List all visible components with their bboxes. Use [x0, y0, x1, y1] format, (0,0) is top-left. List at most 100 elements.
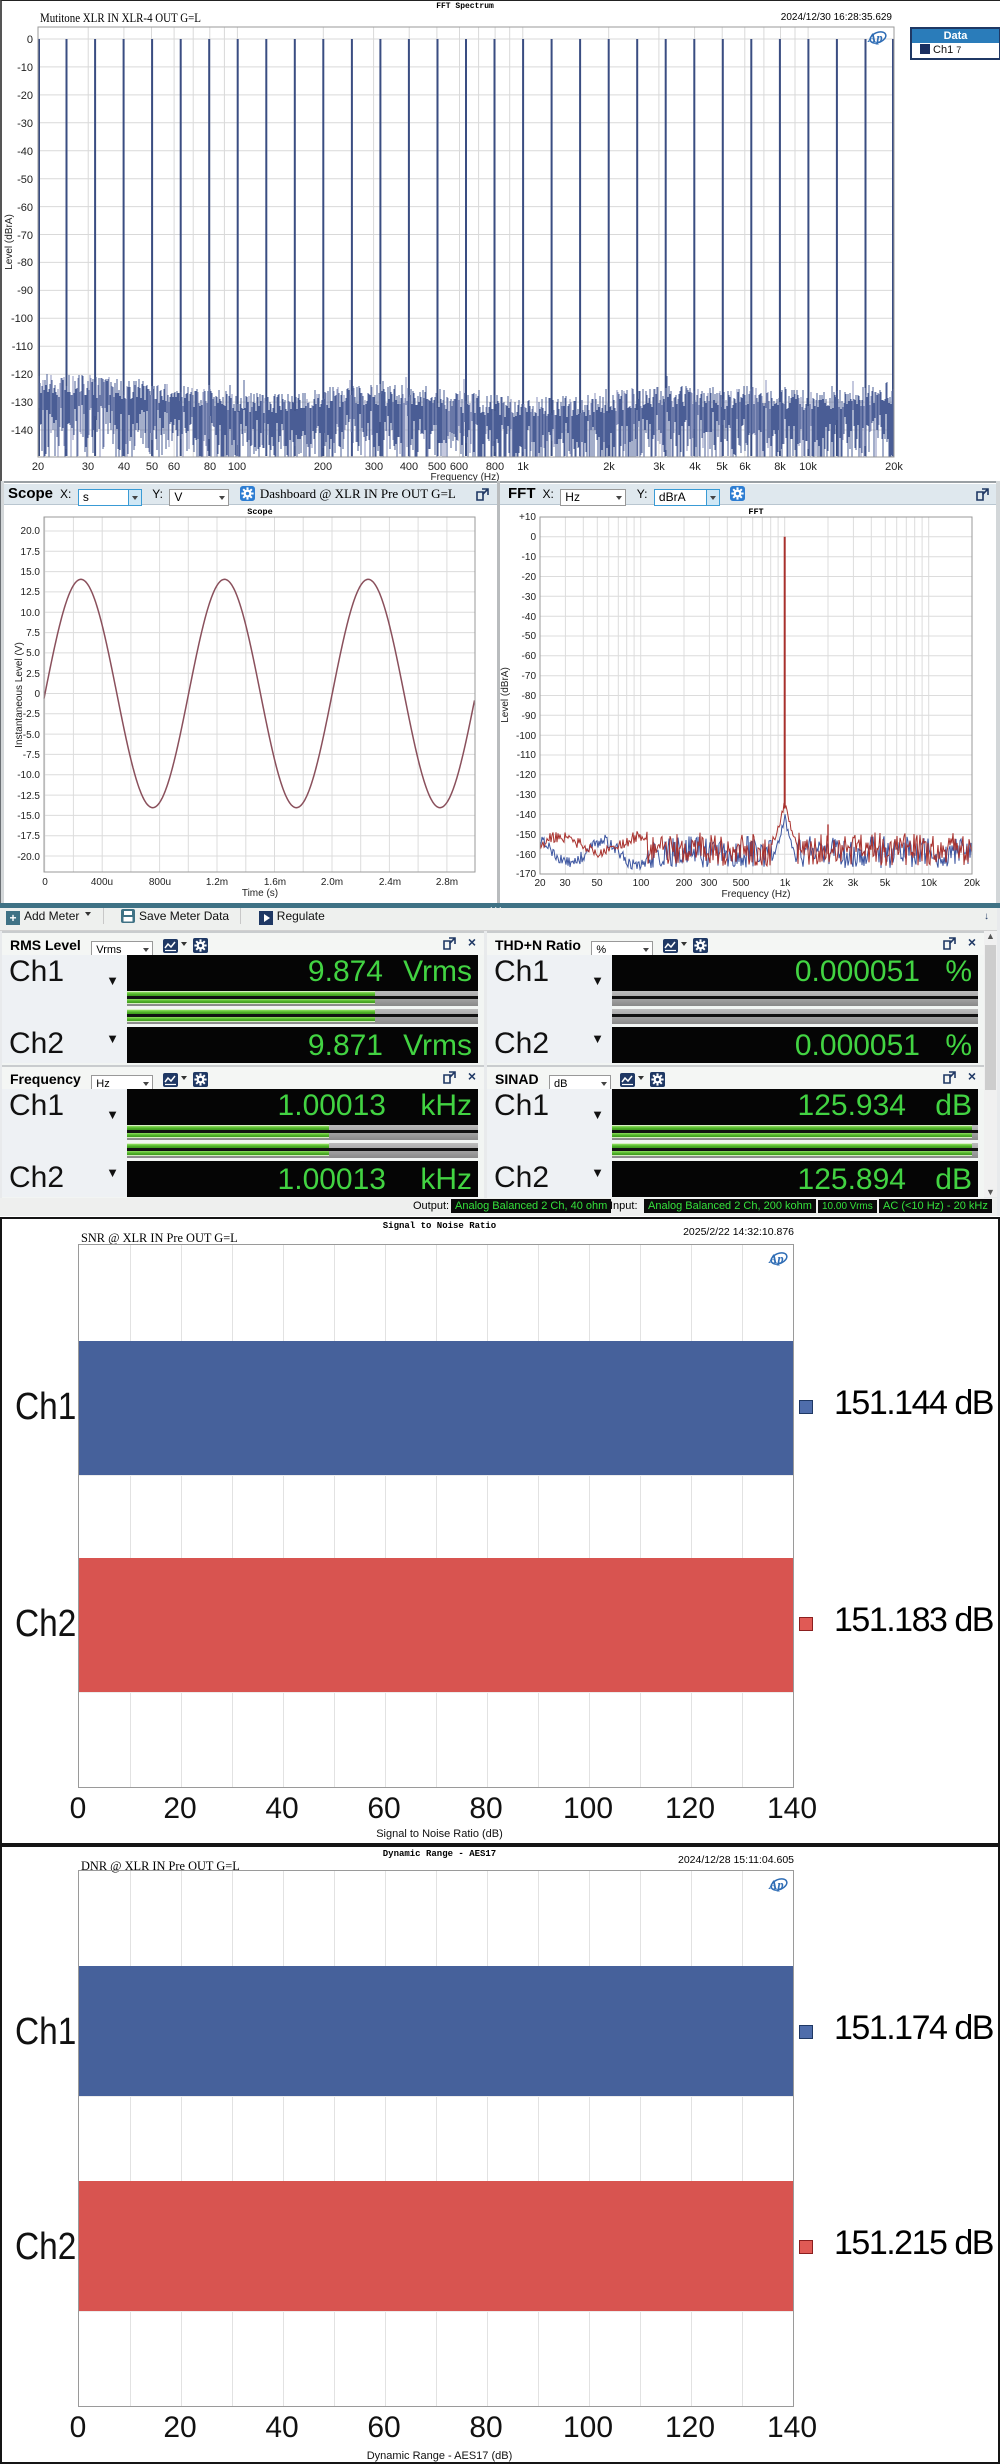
- svg-text:1.2m: 1.2m: [206, 877, 228, 888]
- svg-text:2k: 2k: [823, 878, 835, 889]
- svg-text:60: 60: [168, 461, 180, 473]
- svg-text:400: 400: [400, 461, 418, 473]
- svg-text:-80: -80: [522, 691, 537, 702]
- svg-text:5k: 5k: [880, 878, 892, 889]
- svg-text:200: 200: [314, 461, 332, 473]
- svg-text:1k: 1k: [517, 461, 529, 473]
- svg-text:20k: 20k: [964, 878, 981, 889]
- svg-text:-12.5: -12.5: [17, 791, 40, 802]
- svg-text:-130: -130: [516, 790, 536, 801]
- svg-text:12.5: 12.5: [21, 587, 41, 598]
- svg-text:Ap: Ap: [867, 31, 883, 45]
- svg-text:20: 20: [534, 878, 546, 889]
- svg-text:2.0m: 2.0m: [321, 877, 343, 888]
- svg-text:10.0: 10.0: [21, 608, 41, 619]
- svg-text:6k: 6k: [739, 461, 751, 473]
- svg-text:5k: 5k: [716, 461, 728, 473]
- svg-text:Level (dBrA): Level (dBrA): [4, 214, 15, 270]
- svg-text:-5.0: -5.0: [23, 730, 41, 741]
- svg-text:-90: -90: [522, 711, 537, 722]
- svg-text:-100: -100: [516, 731, 536, 742]
- svg-text:20k: 20k: [885, 461, 903, 473]
- svg-text:-160: -160: [516, 850, 536, 861]
- svg-text:200: 200: [676, 878, 693, 889]
- svg-text:100: 100: [228, 461, 246, 473]
- svg-text:4k: 4k: [689, 461, 701, 473]
- svg-text:80: 80: [204, 461, 216, 473]
- svg-text:15.0: 15.0: [21, 567, 41, 578]
- svg-text:-50: -50: [17, 174, 33, 186]
- svg-text:-20: -20: [17, 90, 33, 102]
- svg-text:800: 800: [486, 461, 504, 473]
- svg-text:30: 30: [559, 878, 571, 889]
- svg-text:400u: 400u: [91, 877, 113, 888]
- svg-text:-110: -110: [12, 341, 33, 353]
- svg-text:-7.5: -7.5: [23, 750, 41, 761]
- svg-text:-60: -60: [17, 202, 33, 214]
- svg-text:17.5: 17.5: [21, 547, 41, 558]
- svg-text:7.5: 7.5: [26, 628, 40, 639]
- svg-text:-100: -100: [11, 313, 33, 325]
- svg-text:Ap: Ap: [768, 1252, 784, 1266]
- svg-text:30: 30: [82, 461, 94, 473]
- svg-text:-20: -20: [522, 572, 537, 583]
- svg-text:50: 50: [146, 461, 158, 473]
- svg-text:2.4m: 2.4m: [379, 877, 401, 888]
- svg-text:3k: 3k: [848, 878, 860, 889]
- svg-text:-15.0: -15.0: [17, 811, 40, 822]
- svg-text:1k: 1k: [780, 878, 792, 889]
- svg-text:2k: 2k: [603, 461, 615, 473]
- svg-text:800u: 800u: [149, 877, 171, 888]
- svg-text:600: 600: [450, 461, 468, 473]
- svg-text:-140: -140: [516, 810, 536, 821]
- svg-text:-40: -40: [17, 146, 33, 158]
- svg-text:2.5: 2.5: [26, 669, 40, 680]
- svg-text:10k: 10k: [799, 461, 817, 473]
- svg-text:-150: -150: [516, 830, 536, 841]
- svg-text:-130: -130: [11, 397, 33, 409]
- svg-text:Frequency (Hz): Frequency (Hz): [722, 889, 791, 900]
- svg-text:-20.0: -20.0: [17, 852, 40, 863]
- svg-text:-170: -170: [516, 869, 536, 880]
- svg-text:300: 300: [701, 878, 718, 889]
- svg-text:20: 20: [32, 461, 44, 473]
- svg-text:0: 0: [42, 877, 48, 888]
- svg-text:-80: -80: [17, 257, 33, 269]
- svg-text:10k: 10k: [921, 878, 938, 889]
- svg-text:100: 100: [633, 878, 650, 889]
- svg-text:-2.5: -2.5: [23, 709, 41, 720]
- svg-text:-10: -10: [17, 62, 33, 74]
- svg-text:3k: 3k: [653, 461, 665, 473]
- svg-text:-30: -30: [17, 118, 33, 130]
- svg-text:-120: -120: [516, 770, 536, 781]
- svg-text:Ap: Ap: [768, 1878, 784, 1892]
- svg-text:0: 0: [34, 689, 40, 700]
- svg-text:-70: -70: [17, 230, 33, 242]
- svg-text:-70: -70: [522, 671, 537, 682]
- svg-text:-50: -50: [522, 631, 537, 642]
- svg-text:5.0: 5.0: [26, 648, 40, 659]
- svg-text:500: 500: [733, 878, 750, 889]
- svg-text:-60: -60: [522, 651, 537, 662]
- svg-text:+10: +10: [519, 512, 536, 523]
- svg-text:2.8m: 2.8m: [436, 877, 458, 888]
- svg-text:Time (s): Time (s): [242, 888, 278, 899]
- svg-text:50: 50: [591, 878, 603, 889]
- svg-text:300: 300: [365, 461, 383, 473]
- svg-text:Instantaneous Level (V): Instantaneous Level (V): [14, 642, 25, 748]
- svg-text:-140: -140: [11, 425, 33, 437]
- svg-text:Level (dBrA): Level (dBrA): [500, 667, 511, 723]
- svg-text:-40: -40: [522, 612, 537, 623]
- svg-text:500: 500: [428, 461, 446, 473]
- svg-text:8k: 8k: [774, 461, 786, 473]
- svg-text:-30: -30: [522, 592, 537, 603]
- svg-text:Frequency (Hz): Frequency (Hz): [431, 472, 500, 482]
- svg-text:-17.5: -17.5: [17, 831, 40, 842]
- svg-text:0: 0: [27, 34, 33, 46]
- svg-text:0: 0: [530, 532, 536, 543]
- svg-text:-10: -10: [522, 552, 537, 563]
- svg-text:40: 40: [118, 461, 130, 473]
- svg-text:-90: -90: [17, 285, 33, 297]
- svg-text:20.0: 20.0: [21, 526, 41, 537]
- svg-text:-120: -120: [11, 369, 33, 381]
